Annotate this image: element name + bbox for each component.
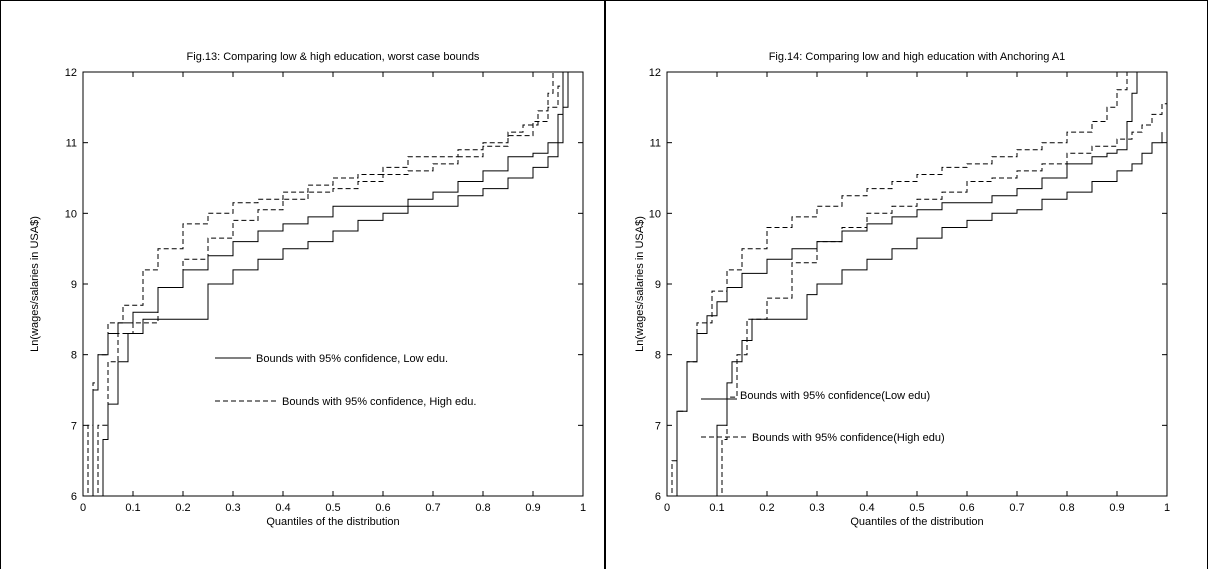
y-tick-label: 11 — [650, 138, 661, 150]
tick-layer: 0 0.1 0.2 0.3 0.4 0.5 0.6 0.7 0.8 0.9 1 6 7 8 9 10 11 12 — [65, 67, 586, 514]
y-tick-label: 12 — [65, 67, 77, 79]
series-layer — [83, 72, 569, 496]
x-tick-label: 0.9 — [525, 502, 540, 514]
legend-label-high-edu: Bounds with 95% confidence, High edu. — [282, 396, 476, 408]
series-line-2-solid — [712, 132, 1163, 496]
x-tick-label: 0.7 — [425, 502, 440, 514]
y-axis-label: Ln(wages/salaries in USA$) — [634, 216, 646, 352]
tick-layer: 0 0.1 0.2 0.3 0.4 0.5 0.6 0.7 0.8 0.9 1 6 7 8 9 10 11 12 — [649, 67, 1170, 514]
y-tick-label: 11 — [66, 138, 77, 150]
x-tick-label: 1 — [1164, 502, 1170, 514]
y-axis-label: Ln(wages/salaries in USA$) — [29, 216, 41, 352]
x-tick-label: 0 — [80, 502, 86, 514]
x-tick-label: 1 — [580, 502, 586, 514]
y-tick-label: 6 — [71, 491, 77, 503]
legend-label-low-edu: Bounds with 95% confidence(Low edu) — [740, 390, 930, 402]
y-tick-label: 10 — [649, 208, 661, 220]
x-tick-label: 0 — [664, 502, 670, 514]
series-line-3-dashed — [83, 72, 554, 496]
y-tick-label: 9 — [655, 279, 661, 291]
x-tick-label: 0.6 — [375, 502, 390, 514]
x-tick-label: 0.8 — [475, 502, 490, 514]
x-tick-label: 0.3 — [809, 502, 824, 514]
x-tick-label: 0.2 — [759, 502, 774, 514]
x-tick-label: 0.6 — [959, 502, 974, 514]
x-tick-label: 0.5 — [909, 502, 924, 514]
y-tick-label: 12 — [649, 67, 661, 79]
x-tick-label: 0.1 — [125, 502, 140, 514]
series-line-1-solid — [88, 72, 564, 496]
x-tick-label: 0.9 — [1109, 502, 1124, 514]
x-tick-label: 0.8 — [1059, 502, 1074, 514]
series-line-2-solid — [98, 72, 569, 496]
x-tick-label: 0.7 — [1009, 502, 1024, 514]
y-tick-label: 8 — [655, 350, 661, 362]
chart-title: Fig.14: Comparing low and high education… — [769, 51, 1066, 63]
x-tick-label: 0.2 — [175, 502, 190, 514]
y-tick-label: 6 — [655, 491, 661, 503]
x-axis-label: Quantiles of the distribution — [850, 516, 983, 528]
chart-title: Fig.13: Comparing low & high education, … — [187, 51, 480, 63]
series-line-4-dashed — [717, 93, 1167, 496]
x-axis-label: Quantiles of the distribution — [266, 516, 399, 528]
legend: Bounds with 95% confidence, Low edu. Bou… — [215, 353, 476, 408]
x-tick-label: 0.1 — [709, 502, 724, 514]
series-line-4-dashed — [93, 72, 564, 496]
series-line-3-dashed — [667, 72, 1128, 496]
y-tick-label: 10 — [65, 208, 77, 220]
chart-panel-fig14: Fig.14: Comparing low and high education… — [634, 51, 1170, 528]
y-tick-label: 9 — [71, 279, 77, 291]
legend: Bounds with 95% confidence(Low edu) Boun… — [701, 390, 945, 444]
y-tick-label: 8 — [71, 350, 77, 362]
legend-label-high-edu: Bounds with 95% confidence(High edu) — [752, 432, 945, 444]
y-tick-label: 7 — [655, 420, 661, 432]
x-tick-label: 0.3 — [225, 502, 240, 514]
x-tick-label: 0.4 — [859, 502, 874, 514]
series-layer — [667, 72, 1167, 496]
legend-label-low-edu: Bounds with 95% confidence, Low edu. — [256, 353, 448, 365]
chart-panel-fig13: Fig.13: Comparing low & high education, … — [29, 51, 586, 528]
y-tick-label: 7 — [71, 420, 77, 432]
x-tick-label: 0.5 — [325, 502, 340, 514]
x-tick-label: 0.4 — [275, 502, 290, 514]
